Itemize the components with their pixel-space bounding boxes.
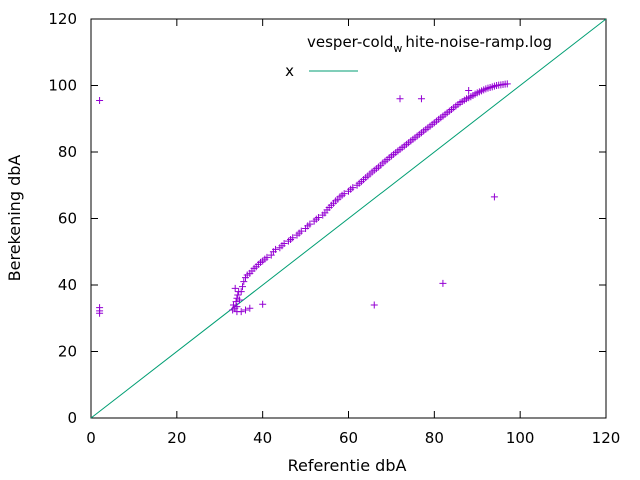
x-tick-label-6: 120 — [592, 429, 621, 447]
data-point-50 — [314, 214, 322, 222]
data-point-19 — [237, 288, 245, 296]
legend-label-x: x — [285, 62, 294, 80]
y-tick-label-4: 80 — [58, 143, 77, 161]
data-point-141 — [439, 279, 447, 287]
data-point-47 — [306, 220, 314, 228]
data-point-20 — [238, 283, 246, 291]
data-point-64 — [349, 184, 357, 192]
y-tick-label-1: 20 — [58, 343, 77, 361]
axis-tick-labels: 0 20 40 60 80 100 120 0 20 40 60 80 100 120 — [48, 10, 620, 447]
data-point-38 — [280, 239, 288, 247]
series-points — [96, 80, 511, 317]
x-axis-label: Referentie dbA — [288, 456, 407, 475]
data-point-32 — [263, 253, 271, 261]
x-tick-label-2: 40 — [253, 429, 272, 447]
x-tick-label-5: 100 — [506, 429, 535, 447]
data-point-16 — [242, 306, 249, 314]
chart-title-part-1: vesper-cold — [307, 33, 393, 51]
axis-ticks — [90, 18, 607, 419]
data-point-44 — [297, 227, 305, 235]
data-point-21 — [240, 278, 248, 286]
x-tick-label-3: 60 — [339, 429, 358, 447]
data-point-61 — [340, 190, 348, 198]
data-point-137 — [417, 95, 425, 103]
data-point-139 — [490, 193, 498, 201]
x-tick-label-1: 20 — [167, 429, 186, 447]
data-point-0 — [96, 96, 104, 104]
data-point-3 — [96, 309, 104, 317]
data-point-8 — [232, 298, 240, 306]
y-tick-label-2: 40 — [58, 276, 77, 294]
y-tick-label-5: 100 — [48, 77, 77, 95]
data-point-35 — [272, 245, 280, 253]
y-tick-label-3: 60 — [58, 210, 77, 228]
data-point-135 — [503, 80, 511, 88]
data-point-10 — [234, 291, 242, 299]
data-point-140 — [370, 301, 378, 309]
data-point-13 — [233, 303, 241, 311]
x-tick-label-4: 80 — [425, 429, 444, 447]
data-point-18 — [259, 300, 267, 308]
data-point-14 — [235, 296, 243, 304]
y-tick-label-0: 0 — [67, 409, 77, 427]
data-point-136 — [396, 95, 404, 103]
chart-title-subscript: w — [393, 42, 402, 55]
data-point-15 — [237, 308, 245, 316]
series-x-diagonal-line — [90, 18, 607, 419]
series-x-line — [90, 18, 607, 419]
data-point-41 — [289, 234, 297, 242]
chart-title-part-2: hite-noise-ramp.log — [405, 33, 552, 51]
chart-title: vesper-coldw hite-noise-ramp.log — [307, 33, 552, 55]
x-tick-label-0: 0 — [86, 429, 96, 447]
y-axis-label: Berekening dbA — [5, 155, 24, 282]
data-point-12 — [231, 284, 239, 292]
data-point-17 — [246, 304, 254, 312]
data-point-138 — [465, 86, 473, 94]
y-tick-label-6: 120 — [48, 10, 77, 28]
